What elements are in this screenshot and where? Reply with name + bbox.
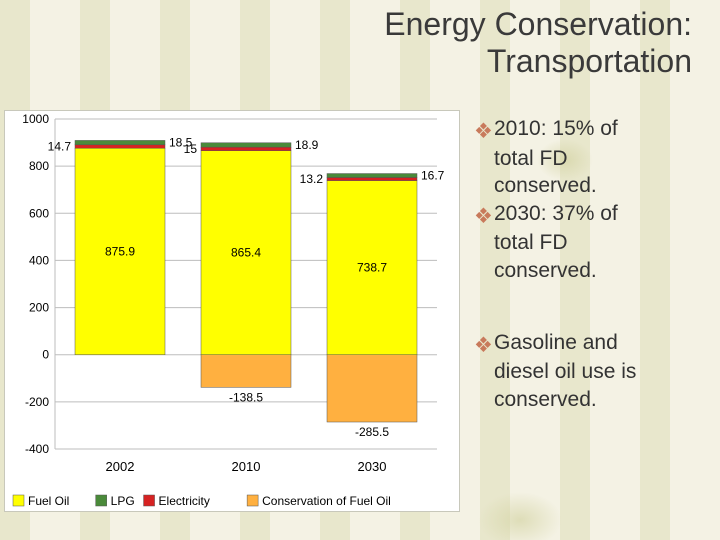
y-tick-label: 0 <box>42 348 49 362</box>
legend-label: Electricity <box>159 494 210 508</box>
bullet-marker-icon: ❖ <box>474 333 493 359</box>
bullet-list: ❖2010: 15% oftotal FDconserved.❖2030: 37… <box>474 116 706 436</box>
bullet-marker-icon: ❖ <box>474 119 493 145</box>
bar-segment-lpg <box>327 174 417 178</box>
bullet-sub: diesel oil use is <box>474 359 706 385</box>
bullet-sub: conserved. <box>474 173 706 199</box>
y-tick-label: 400 <box>29 253 49 267</box>
bullet-item: ❖Gasoline and <box>474 330 706 356</box>
bullet-head: 2030: 37% of <box>494 202 618 225</box>
stacked-bar-chart: -400 -200 0 200 400 600 800 1000 2002 875.9 14.7 18… <box>5 111 459 511</box>
bullet-group: ❖Gasoline and diesel oil use isconserved. <box>474 330 706 413</box>
bullet-head: 2010: 15% of <box>494 117 618 140</box>
bullet-group: ❖2010: 15% oftotal FDconserved.❖2030: 37… <box>474 116 706 284</box>
slide-title: Energy Conservation: Transportation <box>384 6 692 80</box>
bullet-sub: total FD <box>474 230 706 256</box>
x-tick-label: 2002 <box>106 459 135 474</box>
bullet-item: ❖2010: 15% of <box>474 116 706 142</box>
legend-swatch <box>247 495 258 506</box>
bullet-head: Gasoline and <box>494 331 618 354</box>
y-tick-label: 1000 <box>22 112 49 126</box>
bar-segment-conservation <box>201 355 291 388</box>
bar-value-label: 16.7 <box>421 169 445 183</box>
bar-segment-electricity <box>327 177 417 180</box>
bar-segment-electricity <box>75 145 165 148</box>
bar-value-label: 875.9 <box>105 244 135 258</box>
y-tick-label: -200 <box>25 395 49 409</box>
x-tick-label: 2030 <box>358 459 387 474</box>
y-tick-label: 800 <box>29 159 49 173</box>
legend-swatch <box>13 495 24 506</box>
chart-container: -400 -200 0 200 400 600 800 1000 2002 875.9 14.7 18… <box>4 110 460 512</box>
bar-segment-lpg <box>75 140 165 144</box>
bar-segment-conservation <box>327 355 417 422</box>
bullet-sub: conserved. <box>474 387 706 413</box>
slide-title-line2: Transportation <box>384 43 692 80</box>
bar-value-label: 13.2 <box>300 172 324 186</box>
bullet-sub: total FD <box>474 146 706 172</box>
y-tick-label: -400 <box>25 442 49 456</box>
legend-swatch <box>144 495 155 506</box>
bar-value-label: 15 <box>184 142 198 156</box>
bar-value-label: 738.7 <box>357 261 387 275</box>
bullet-marker-icon: ❖ <box>474 204 493 230</box>
legend-label: Fuel Oil <box>28 494 69 508</box>
bar-value-label: 18.9 <box>295 138 319 152</box>
legend-label: LPG <box>111 494 135 508</box>
bullet-sub: conserved. <box>474 258 706 284</box>
bar-segment-lpg <box>201 143 291 147</box>
y-tick-label: 200 <box>29 301 49 315</box>
y-tick-label: 600 <box>29 206 49 220</box>
legend-label: Conservation of Fuel Oil <box>262 494 391 508</box>
x-tick-label: 2010 <box>232 459 261 474</box>
slide-title-line1: Energy Conservation: <box>384 6 692 43</box>
bar-value-label: -138.5 <box>229 390 263 404</box>
bullet-item: ❖2030: 37% of <box>474 201 706 227</box>
bar-value-label: -285.5 <box>355 425 389 439</box>
bar-segment-electricity <box>201 147 291 151</box>
bar-value-label: 14.7 <box>48 140 72 154</box>
legend-swatch <box>96 495 107 506</box>
bar-value-label: 865.4 <box>231 246 261 260</box>
